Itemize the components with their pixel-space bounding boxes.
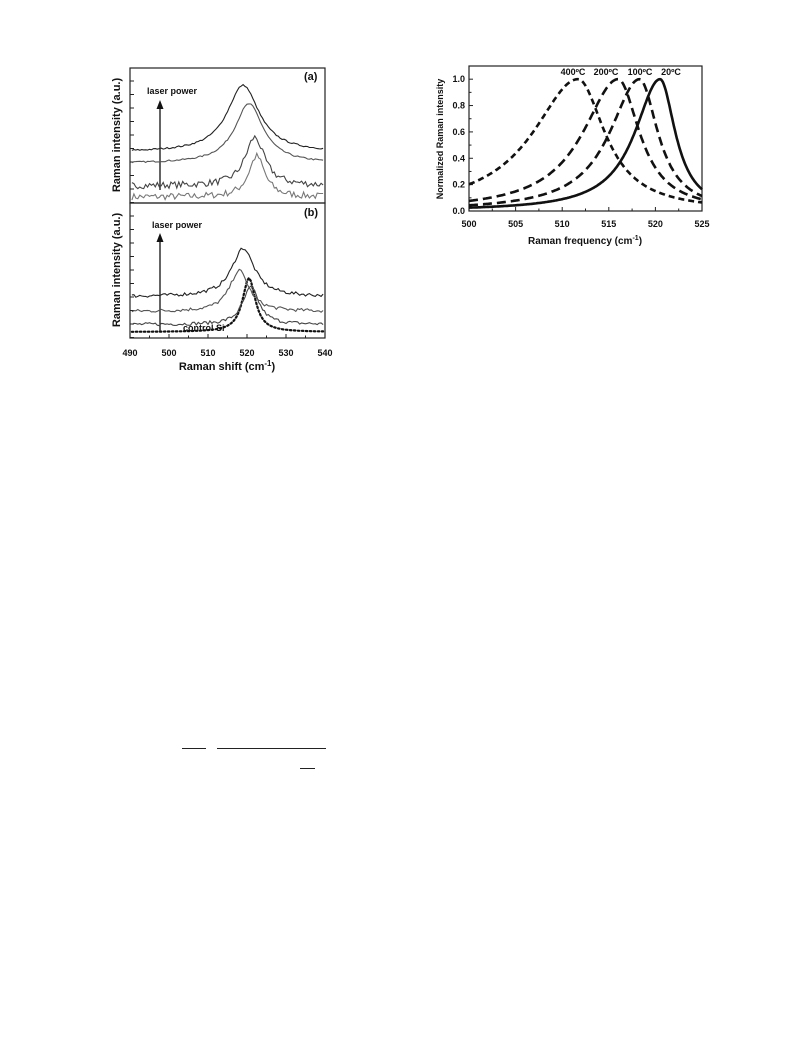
x-tick-label-right: 525 (694, 219, 709, 229)
x-axis-label-right-end: ) (639, 236, 642, 247)
x-axis-label-right-main: Raman frequency (cm (528, 236, 633, 247)
right-plot-frame (468, 65, 703, 212)
y-tick-label-right: 1.0 (452, 74, 465, 84)
curve-200c (468, 77, 703, 203)
equation-fraction-bar (217, 748, 326, 749)
equation-fraction-bar (182, 748, 206, 749)
left-x-tick-labels: 490 500 510 520 530 540 (122, 348, 332, 358)
curve-400c (468, 77, 703, 204)
right-figure: 400ºC 200ºC 100ºC 20ºC 0.0 0.2 0.4 0.6 0.8 1.0 5… (435, 65, 710, 247)
x-tick-label-left: 510 (200, 348, 215, 358)
x-tick-label-right: 500 (461, 219, 476, 229)
equation-fraction-bar (300, 768, 315, 769)
laser-power-label-a: laser power (147, 86, 198, 96)
y-tick-label-right: 0.0 (452, 206, 465, 216)
x-axis-label-left-main: Raman shift (cm (179, 361, 265, 373)
control-si-label: control Si (183, 323, 225, 333)
x-tick-label-left: 490 (122, 348, 137, 358)
x-tick-label-right: 510 (555, 219, 570, 229)
curve-label: 200ºC (594, 67, 619, 77)
y-tick-label-right: 0.4 (452, 153, 465, 163)
y-axis-label-b: Raman intensity (a.u.) (111, 213, 123, 328)
right-x-tick-labels: 500 505 510 515 520 525 (461, 219, 709, 229)
x-tick-label-left: 540 (317, 348, 332, 358)
laser-power-arrow-a (156, 100, 164, 190)
right-curves (468, 77, 703, 209)
right-ticks (468, 65, 703, 212)
y-tick-label-right: 0.8 (452, 101, 465, 111)
y-axis-label-right: Normalized Raman intensity (435, 79, 445, 200)
y-tick-label-right: 0.6 (452, 127, 465, 137)
y-axis-label-a: Raman intensity (a.u.) (111, 78, 123, 193)
left-ticks (129, 80, 326, 338)
x-tick-label-left: 500 (161, 348, 176, 358)
left-figure: (a) (b) Raman intensity (a.u.) Raman int… (111, 67, 333, 373)
curve-a-4 (131, 83, 324, 151)
curve-control-si (130, 275, 325, 333)
panel-a-label: (a) (304, 71, 318, 83)
right-y-tick-labels: 0.0 0.2 0.4 0.6 0.8 1.0 (452, 74, 465, 216)
panel-a-curves (131, 83, 324, 201)
laser-power-arrow-b (156, 233, 164, 332)
x-axis-label-right-sup: -1 (632, 235, 638, 242)
curve-label: 20ºC (661, 67, 681, 77)
right-curve-labels: 400ºC 200ºC 100ºC 20ºC (561, 67, 682, 77)
y-tick-label-right: 0.2 (452, 180, 465, 190)
x-tick-label-right: 520 (648, 219, 663, 229)
x-tick-label-right: 515 (601, 219, 616, 229)
curve-label: 100ºC (628, 67, 653, 77)
x-tick-label-left: 530 (278, 348, 293, 358)
curve-a-2 (131, 134, 324, 190)
curve-a-3 (131, 103, 324, 164)
panel-b-curves (130, 247, 325, 333)
curve-a-1 (131, 151, 324, 201)
curve-b-3 (131, 268, 324, 313)
x-axis-label-right: Raman frequency (cm-1) (528, 235, 642, 247)
x-tick-label-left: 520 (239, 348, 254, 358)
panel-b-label: (b) (304, 207, 318, 219)
x-axis-label-left-sup: -1 (264, 359, 272, 368)
curve-b-4 (131, 247, 324, 298)
x-axis-label-left-end: ) (272, 361, 276, 373)
curve-label: 400ºC (561, 67, 586, 77)
laser-power-label-b: laser power (152, 220, 203, 230)
curve-b-2 (131, 285, 324, 327)
x-axis-label-left: Raman shift (cm-1) (179, 359, 276, 373)
x-tick-label-right: 505 (508, 219, 523, 229)
curve-20c (468, 77, 703, 209)
